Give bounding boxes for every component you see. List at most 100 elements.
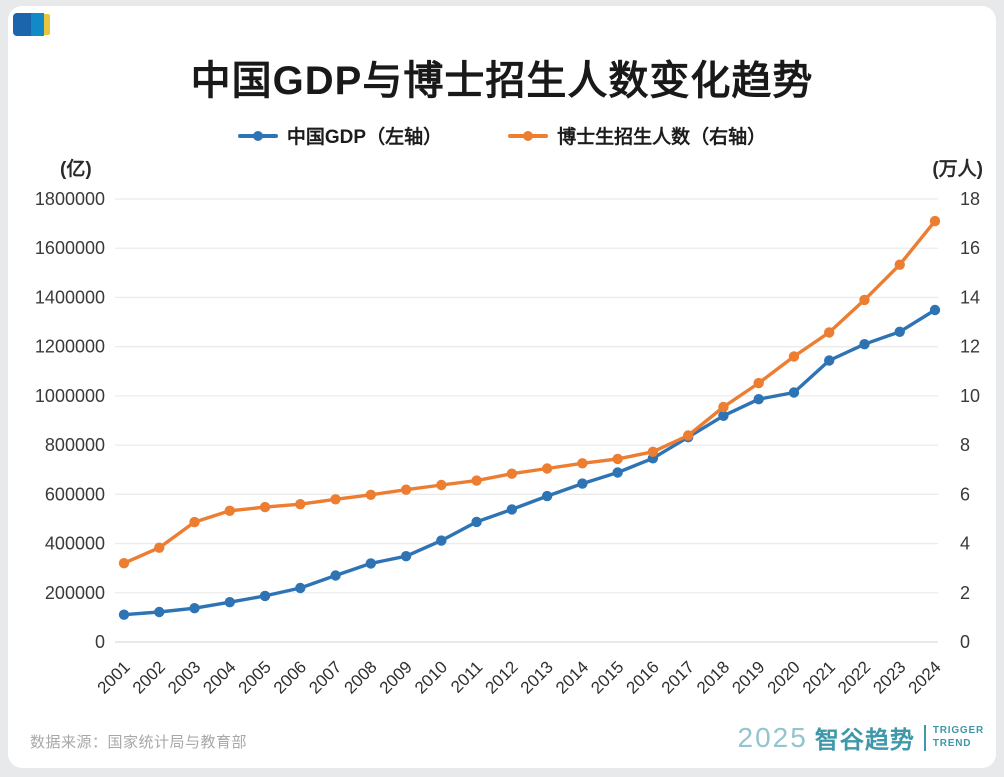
data-point bbox=[471, 475, 482, 486]
x-tick-label: 2015 bbox=[587, 657, 627, 697]
data-point bbox=[330, 494, 341, 505]
data-point bbox=[788, 351, 800, 362]
x-tick-label: 2013 bbox=[517, 657, 557, 697]
phd-series-marker-icon bbox=[508, 130, 549, 141]
data-point bbox=[436, 535, 447, 546]
x-tick-label: 2007 bbox=[305, 657, 345, 697]
x-tick-label: 2008 bbox=[340, 657, 380, 697]
data-point bbox=[365, 489, 377, 500]
left-tick-label: 1000000 bbox=[35, 386, 105, 406]
series-line-phd bbox=[122, 219, 937, 565]
data-point bbox=[753, 394, 764, 405]
left-tick-label: 1400000 bbox=[35, 287, 105, 307]
x-tick-label: 2018 bbox=[693, 657, 733, 697]
data-point bbox=[259, 501, 271, 513]
chart-legend: 中国GDP（左轴） 博士生招生人数（右轴） bbox=[8, 122, 996, 149]
data-point bbox=[788, 387, 800, 398]
data-point bbox=[154, 606, 165, 618]
right-axis-unit: (万人) bbox=[932, 159, 983, 180]
data-point bbox=[154, 542, 165, 553]
series-line-gdp bbox=[122, 308, 937, 617]
left-tick-label: 800000 bbox=[45, 435, 105, 455]
data-point bbox=[118, 558, 130, 569]
right-tick-label: 16 bbox=[960, 238, 980, 258]
data-point bbox=[859, 294, 870, 306]
x-tick-label: 2009 bbox=[376, 657, 416, 697]
left-tick-label: 1800000 bbox=[35, 189, 105, 209]
legend-label-gdp: 中国GDP（左轴） bbox=[286, 127, 443, 148]
data-point bbox=[929, 304, 941, 316]
gdp-series-marker-icon bbox=[237, 130, 278, 141]
data-point bbox=[718, 410, 729, 421]
data-point bbox=[118, 609, 130, 620]
data-point bbox=[929, 215, 941, 227]
x-tick-label: 2019 bbox=[728, 657, 768, 697]
left-tick-label: 1600000 bbox=[35, 238, 105, 258]
brand-divider bbox=[923, 724, 926, 751]
left-tick-label: 400000 bbox=[45, 534, 105, 554]
x-tick-label: 2010 bbox=[411, 657, 451, 697]
data-point bbox=[400, 484, 412, 495]
brand-tagline-line1: TRIGGER bbox=[932, 725, 984, 736]
data-point bbox=[189, 603, 200, 614]
data-point bbox=[506, 468, 518, 479]
brand-year: 2025 bbox=[737, 721, 808, 753]
data-point bbox=[824, 327, 835, 338]
x-tick-label: 2022 bbox=[834, 657, 874, 697]
left-axis-unit: (亿) bbox=[60, 159, 92, 180]
page-title: 中国GDP与博士招生人数变化趋势 bbox=[190, 59, 814, 103]
data-point bbox=[224, 505, 235, 516]
data-point bbox=[894, 326, 905, 337]
data-point bbox=[859, 339, 870, 350]
data-point bbox=[259, 590, 271, 602]
data-point bbox=[612, 453, 623, 465]
data-point bbox=[718, 401, 729, 413]
data-point bbox=[189, 516, 200, 528]
right-tick-label: 12 bbox=[960, 337, 980, 357]
x-tick-label: 2016 bbox=[623, 657, 663, 697]
data-point bbox=[224, 597, 235, 608]
x-tick-label: 2003 bbox=[164, 657, 204, 697]
data-point bbox=[541, 490, 553, 502]
logo-yellow-block bbox=[44, 14, 50, 35]
data-source-note: 数据来源：国家统计局与教育部 bbox=[30, 734, 248, 751]
data-point bbox=[824, 355, 835, 366]
legend-label-phd: 博士生招生人数（右轴） bbox=[557, 127, 767, 148]
data-point bbox=[400, 551, 412, 562]
left-tick-label: 600000 bbox=[45, 484, 105, 504]
data-point bbox=[612, 467, 623, 478]
data-point bbox=[577, 458, 588, 469]
brand-tagline-line2: TREND bbox=[932, 737, 972, 749]
zhigu-logo-icon bbox=[13, 13, 50, 36]
x-tick-label: 2002 bbox=[129, 657, 169, 697]
data-point bbox=[365, 558, 377, 569]
x-tick-label: 2001 bbox=[94, 657, 134, 697]
right-tick-label: 2 bbox=[960, 583, 970, 603]
axis-units-row: (亿) (万人) bbox=[60, 154, 983, 181]
data-point bbox=[295, 499, 306, 510]
data-point bbox=[506, 504, 518, 515]
x-tick-label: 2023 bbox=[869, 657, 909, 697]
right-tick-label: 0 bbox=[960, 632, 970, 652]
brand-logo: 2025 智谷趋势 TRIGGER TREND bbox=[738, 720, 984, 755]
data-point bbox=[330, 570, 341, 581]
x-tick-label: 2005 bbox=[235, 657, 275, 697]
data-point bbox=[295, 582, 306, 594]
data-point bbox=[894, 259, 905, 270]
legend-item-phd: 博士生招生人数（右轴） bbox=[508, 122, 766, 149]
x-tick-label: 2004 bbox=[199, 657, 239, 697]
right-tick-label: 8 bbox=[960, 435, 970, 455]
left-tick-label: 1200000 bbox=[35, 337, 105, 357]
right-tick-label: 10 bbox=[960, 386, 980, 406]
x-tick-label: 2017 bbox=[658, 657, 698, 697]
trend-chart-svg: 0 200000 400000 600000 800000 1000000 1200000 1… bbox=[35, 189, 980, 698]
data-point bbox=[577, 478, 588, 489]
x-tick-label: 2020 bbox=[764, 657, 804, 697]
left-tick-label: 0 bbox=[95, 632, 105, 652]
right-tick-label: 18 bbox=[960, 189, 980, 209]
data-point bbox=[436, 479, 447, 491]
x-tick-label: 2014 bbox=[552, 657, 592, 697]
legend-item-gdp: 中国GDP（左轴） bbox=[237, 122, 443, 149]
brand-tagline: TRIGGER TREND bbox=[933, 725, 984, 750]
x-tick-label: 2024 bbox=[905, 657, 945, 697]
